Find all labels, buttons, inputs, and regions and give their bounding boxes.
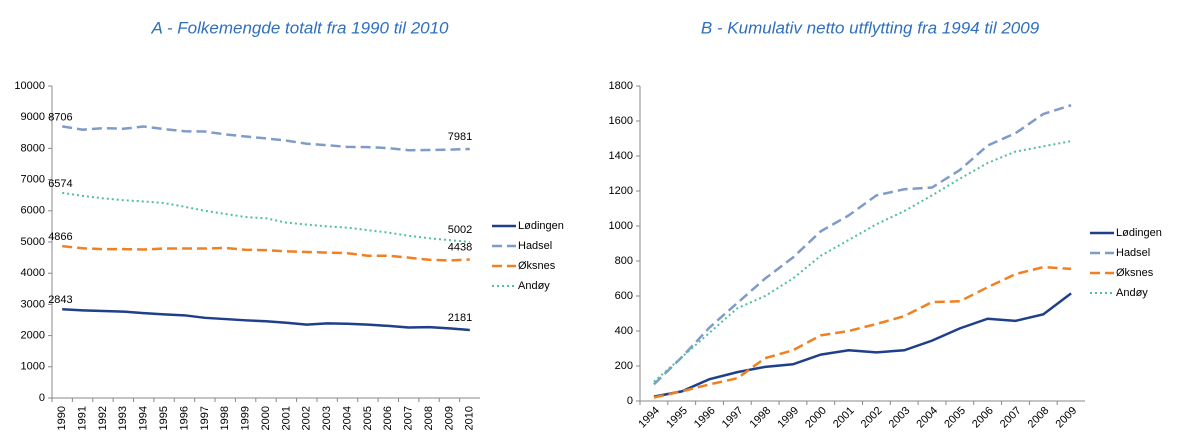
x-tick-label: 1998 [748, 405, 774, 431]
x-tick-label: 1991 [76, 406, 88, 430]
y-tick-label: 2000 [21, 330, 45, 342]
x-tick-label: 1993 [117, 406, 129, 430]
series-line [62, 244, 470, 262]
y-tick-label: 1800 [609, 80, 633, 92]
x-tick-label: 2002 [859, 405, 885, 431]
x-tick-label: 1998 [219, 406, 231, 430]
y-tick-label: 9000 [21, 111, 45, 123]
x-tick-label: 2000 [260, 406, 272, 430]
series-line [653, 140, 1072, 383]
data-label: 4866 [48, 231, 72, 243]
legend-label: Andøy [1116, 287, 1148, 299]
x-tick-label: 2008 [1026, 405, 1052, 431]
series-line [61, 125, 470, 152]
y-tick-label: 8000 [21, 142, 45, 154]
y-tick-label: 1600 [609, 115, 633, 127]
x-tick-label: 2009 [443, 406, 455, 430]
x-tick-label: 2007 [403, 406, 415, 430]
legend-label: Øksnes [518, 260, 556, 272]
legend-label: Lødingen [1116, 227, 1162, 239]
data-label: 2843 [48, 294, 72, 306]
x-tick-label: 1997 [720, 405, 746, 431]
legend-label: Hadsel [1116, 247, 1150, 259]
x-tick-label: 2008 [423, 406, 435, 430]
x-tick-label: 2010 [464, 406, 476, 430]
y-tick-label: 7000 [21, 174, 45, 186]
y-tick-label: 6000 [21, 205, 45, 217]
x-tick-label: 2005 [942, 405, 968, 431]
x-tick-label: 1999 [240, 406, 252, 430]
y-tick-label: 800 [615, 255, 633, 267]
y-tick-label: 1400 [609, 150, 633, 162]
x-tick-label: 2007 [998, 405, 1024, 431]
x-tick-label: 1995 [664, 405, 690, 431]
series-line [653, 292, 1072, 398]
y-tick-label: 1200 [609, 185, 633, 197]
y-tick-label: 3000 [21, 298, 45, 310]
x-tick-label: 1994 [138, 406, 150, 430]
y-tick-label: 1000 [21, 361, 45, 373]
data-label: 8706 [48, 111, 72, 123]
series-line [62, 191, 470, 243]
x-tick-label: 1994 [636, 405, 662, 431]
y-tick-label: 4000 [21, 267, 45, 279]
y-tick-label: 5000 [21, 236, 45, 248]
series-line [62, 308, 470, 332]
data-label: 6574 [48, 178, 72, 190]
x-tick-label: 2006 [382, 406, 394, 430]
chart-title: A - Folkemengde totalt fra 1990 til 2010 [150, 18, 449, 37]
x-tick-label: 2000 [803, 405, 829, 431]
x-tick-label: 2002 [301, 406, 313, 430]
legend-label: Øksnes [1116, 267, 1154, 279]
x-tick-label: 2005 [362, 406, 374, 430]
x-tick-label: 1992 [97, 406, 109, 430]
y-tick-label: 10000 [14, 80, 45, 92]
x-tick-label: 2001 [831, 405, 857, 431]
x-tick-label: 2009 [1053, 405, 1079, 431]
x-tick-label: 1997 [199, 406, 211, 430]
y-tick-label: 200 [615, 360, 633, 372]
chart-title: B - Kumulativ netto utflytting fra 1994 … [701, 18, 1040, 37]
legend-label: Lødingen [518, 220, 564, 232]
x-tick-label: 1996 [692, 405, 718, 431]
legend-label: Andøy [518, 280, 550, 292]
y-tick-label: 400 [615, 325, 633, 337]
x-tick-label: 2003 [321, 406, 333, 430]
x-tick-label: 2006 [970, 405, 996, 431]
x-tick-label: 2004 [341, 406, 353, 430]
x-tick-label: 1990 [56, 406, 68, 430]
data-label: 5002 [448, 224, 472, 236]
data-label: 2181 [448, 312, 472, 324]
y-tick-label: 0 [39, 392, 45, 404]
series-line [653, 104, 1072, 386]
x-tick-label: 2001 [280, 406, 292, 430]
y-tick-label: 600 [615, 290, 633, 302]
x-tick-label: 1996 [178, 406, 190, 430]
y-tick-label: 0 [627, 395, 633, 407]
data-label: 4438 [448, 241, 472, 253]
x-tick-label: 2003 [887, 405, 913, 431]
legend-label: Hadsel [518, 240, 552, 252]
x-tick-label: 1999 [775, 405, 801, 431]
x-tick-label: 1995 [158, 406, 170, 430]
y-tick-label: 1000 [609, 220, 633, 232]
data-label: 7981 [448, 131, 472, 143]
x-tick-label: 2004 [914, 405, 940, 431]
